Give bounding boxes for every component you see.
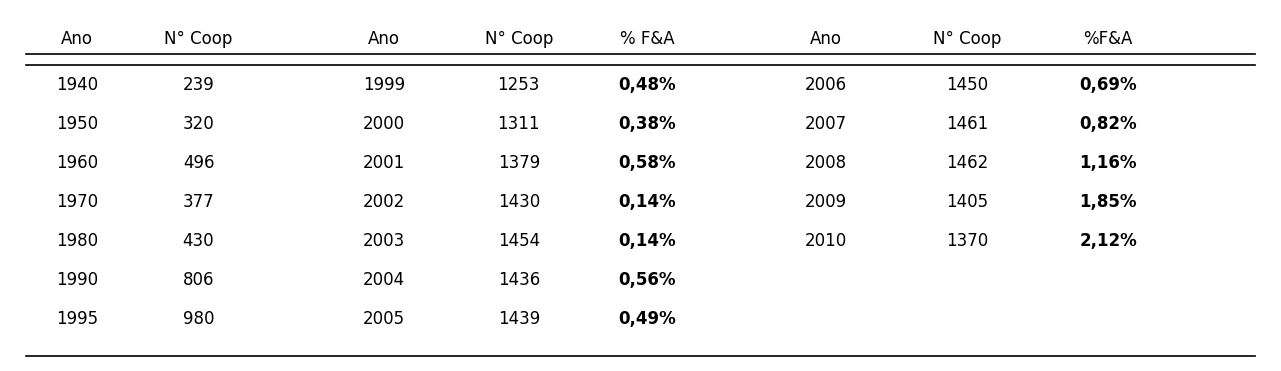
Text: N° Coop: N° Coop [933, 30, 1002, 48]
Text: 2,12%: 2,12% [1079, 232, 1138, 250]
Text: 239: 239 [183, 76, 214, 94]
Text: 1436: 1436 [498, 271, 539, 289]
Text: % F&A: % F&A [620, 30, 674, 48]
Text: 0,69%: 0,69% [1080, 76, 1136, 94]
Text: 1999: 1999 [364, 76, 405, 94]
Text: 0,49%: 0,49% [617, 310, 676, 328]
Text: 2009: 2009 [806, 193, 847, 211]
Text: 1940: 1940 [56, 76, 97, 94]
Text: 320: 320 [183, 115, 214, 133]
Text: 1461: 1461 [947, 115, 988, 133]
Text: 0,14%: 0,14% [619, 193, 675, 211]
Text: 0,82%: 0,82% [1080, 115, 1136, 133]
Text: 2006: 2006 [806, 76, 847, 94]
Text: 1,85%: 1,85% [1080, 193, 1136, 211]
Text: 2004: 2004 [364, 271, 405, 289]
Text: 1960: 1960 [56, 154, 97, 172]
Text: 377: 377 [183, 193, 214, 211]
Text: 1,16%: 1,16% [1080, 154, 1136, 172]
Text: 1995: 1995 [56, 310, 97, 328]
Text: 1450: 1450 [947, 76, 988, 94]
Text: 430: 430 [183, 232, 214, 250]
Text: 0,56%: 0,56% [619, 271, 675, 289]
Text: Ano: Ano [61, 30, 92, 48]
Text: 2007: 2007 [806, 115, 847, 133]
Text: 2002: 2002 [364, 193, 405, 211]
Text: 1454: 1454 [498, 232, 539, 250]
Text: 0,38%: 0,38% [619, 115, 675, 133]
Text: 1430: 1430 [498, 193, 539, 211]
Text: 0,48%: 0,48% [619, 76, 675, 94]
Text: 2003: 2003 [364, 232, 405, 250]
Text: 2000: 2000 [364, 115, 405, 133]
Text: 2001: 2001 [364, 154, 405, 172]
Text: 0,58%: 0,58% [619, 154, 675, 172]
Text: 1370: 1370 [947, 232, 988, 250]
Text: 1439: 1439 [498, 310, 539, 328]
Text: 1462: 1462 [947, 154, 988, 172]
Text: 1311: 1311 [497, 115, 541, 133]
Text: 2008: 2008 [806, 154, 847, 172]
Text: 1980: 1980 [56, 232, 97, 250]
Text: 2005: 2005 [364, 310, 405, 328]
Text: N° Coop: N° Coop [484, 30, 553, 48]
Text: 1950: 1950 [56, 115, 97, 133]
Text: 1990: 1990 [56, 271, 97, 289]
Text: %F&A: %F&A [1084, 30, 1132, 48]
Text: 496: 496 [183, 154, 214, 172]
Text: 1379: 1379 [498, 154, 539, 172]
Text: 1405: 1405 [947, 193, 988, 211]
Text: 806: 806 [183, 271, 214, 289]
Text: 1970: 1970 [56, 193, 97, 211]
Text: 1253: 1253 [497, 76, 541, 94]
Text: 2010: 2010 [806, 232, 847, 250]
Text: N° Coop: N° Coop [164, 30, 233, 48]
Text: Ano: Ano [369, 30, 400, 48]
Text: Ano: Ano [811, 30, 842, 48]
Text: 980: 980 [183, 310, 214, 328]
Text: 0,14%: 0,14% [619, 232, 675, 250]
